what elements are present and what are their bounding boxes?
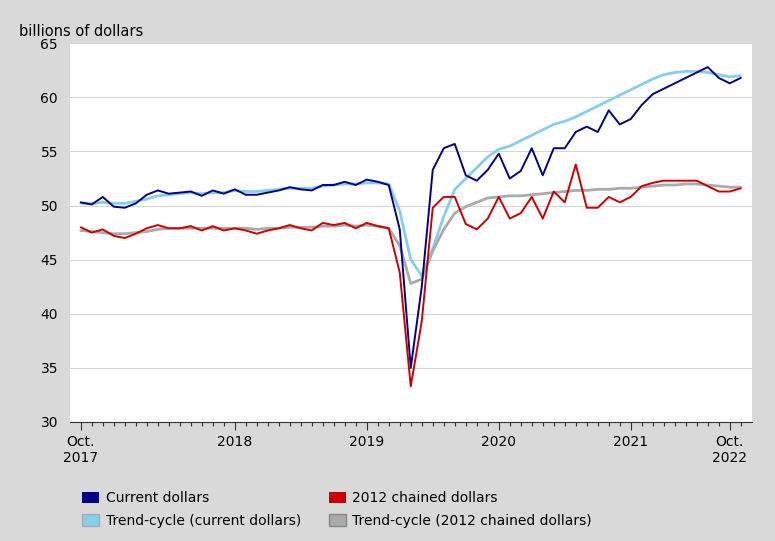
Text: billions of dollars: billions of dollars <box>19 24 143 39</box>
Legend: Current dollars, Trend-cycle (current dollars), 2012 chained dollars, Trend-cycl: Current dollars, Trend-cycle (current do… <box>77 486 598 533</box>
